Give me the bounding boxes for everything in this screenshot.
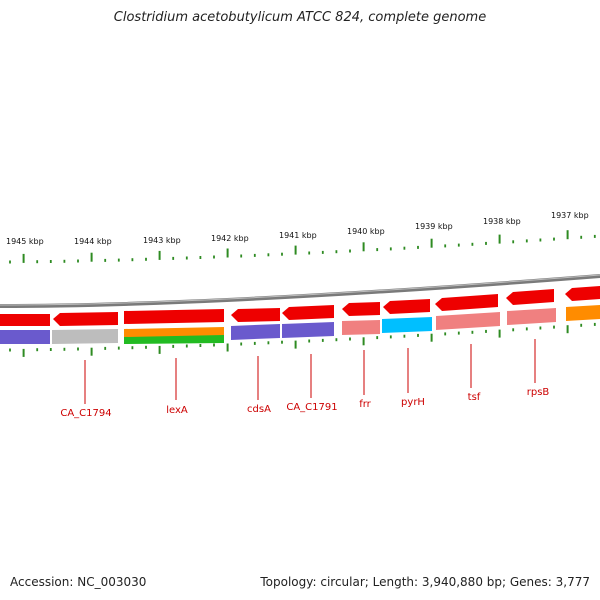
gene-label-leaders: [84, 339, 536, 404]
category-block: [436, 312, 500, 330]
category-block: [0, 330, 50, 344]
category-block: [282, 322, 334, 338]
tick-label-1940: 1940 kbp: [347, 227, 385, 236]
gene-label-cdsa: cdsA: [247, 404, 271, 415]
category-block: [382, 317, 432, 333]
category-block: [124, 335, 224, 344]
accession-label: Accession: NC_003030: [10, 575, 147, 589]
tick-label-1941: 1941 kbp: [279, 231, 317, 240]
category-block: [507, 308, 556, 325]
cds-arrow: [53, 312, 118, 326]
gene-label-frr: frr: [359, 399, 371, 410]
cds-arrow: [342, 302, 380, 316]
lower-scale-ticks: [9, 322, 596, 357]
tick-label-1945: 1945 kbp: [6, 237, 44, 246]
cds-arrow: [506, 289, 554, 305]
cds-arrow: [282, 305, 334, 320]
genome-backbone-highlight: [0, 274, 600, 306]
scale-tick-labels: 1945 kbp 1944 kbp 1943 kbp 1942 kbp 1941…: [6, 211, 589, 246]
genome-backbone: [0, 274, 600, 308]
map-title: Clostridium acetobutylicum ATCC 824, com…: [113, 10, 487, 25]
genome-summary-label: Topology: circular; Length: 3,940,880 bp…: [260, 575, 590, 589]
upper-scale-ticks: [9, 230, 596, 264]
cds-arrow: [124, 309, 224, 324]
gene-label-rpsb: rpsB: [527, 387, 550, 398]
tick-label-1938: 1938 kbp: [483, 217, 521, 226]
tick-label-1942: 1942 kbp: [211, 234, 249, 243]
category-block: [124, 327, 224, 338]
category-block: [52, 329, 118, 344]
category-block: [342, 320, 380, 335]
gene-labels: CA_C1794 lexA cdsA CA_C1791 frr pyrH tsf…: [60, 387, 549, 419]
gene-label-ca-c1794: CA_C1794: [60, 408, 111, 419]
tick-label-1939: 1939 kbp: [415, 222, 453, 231]
cds-arrow: [383, 299, 430, 314]
gene-label-pyrh: pyrH: [401, 397, 425, 408]
category-block: [231, 324, 280, 340]
cds-arrow: [0, 314, 50, 326]
tick-label-1943: 1943 kbp: [143, 236, 181, 245]
tick-label-1944: 1944 kbp: [74, 237, 112, 246]
gene-label-ca-c1791: CA_C1791: [286, 402, 337, 413]
tick-label-1937: 1937 kbp: [551, 211, 589, 220]
cds-arrow: [565, 286, 600, 301]
cds-arrow: [231, 308, 280, 322]
gene-label-lexa: lexA: [166, 405, 188, 416]
category-track: [0, 305, 600, 344]
forward-cds-track: [0, 286, 600, 326]
gene-label-tsf: tsf: [468, 392, 481, 403]
cds-arrow: [435, 294, 498, 311]
category-block: [566, 305, 600, 321]
